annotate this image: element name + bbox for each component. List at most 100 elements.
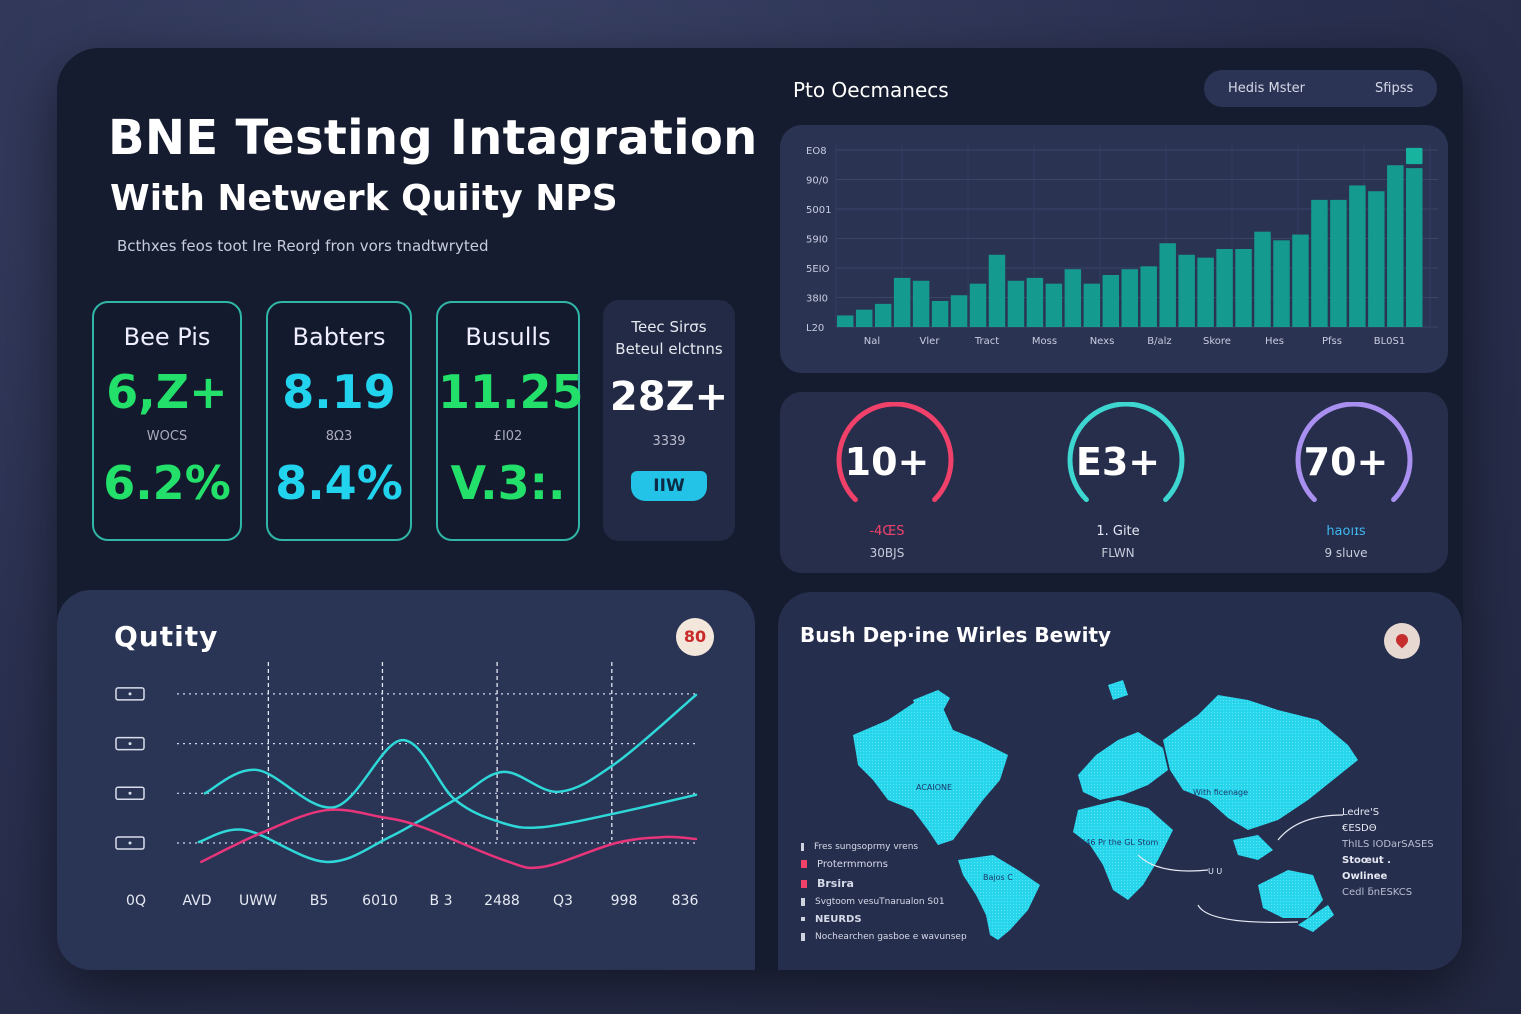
x-tick-label: 0Q (126, 893, 146, 909)
legend-item: Fres sungsoprmy vrens (801, 842, 967, 852)
bar-chart: EO8 90/0 5001 59I0 5EIO 38I0 L20 Nal Vler Tract Mo… (806, 145, 1438, 347)
x-tick-label: Pfss (1322, 336, 1342, 347)
kpi-card-side[interactable]: Teec Sirσs Beteul elctnns 28Z+ 3339 IIW (603, 300, 735, 541)
kpi-side-badge: IIW (631, 471, 707, 501)
bar (1102, 275, 1120, 327)
kpi-value: 8.19 (282, 365, 396, 419)
bar (893, 277, 911, 327)
bar (950, 295, 968, 327)
gauge-value: 70+ (1303, 440, 1389, 484)
bar (1273, 240, 1290, 327)
bar (988, 254, 1006, 327)
gauge-sublabel: 30BJS (869, 546, 905, 560)
y-tick-label: 90/0 (806, 176, 828, 187)
gauge-sublabel: FLWN (1101, 546, 1135, 560)
y-tick-label: 5001 (806, 205, 831, 216)
bar (874, 303, 892, 327)
kpi-side-label-2: Beteul elctnns (615, 340, 723, 358)
legend-item: NEURDS (801, 914, 967, 925)
y-tick-icon (115, 836, 145, 850)
africa (1073, 800, 1173, 900)
gauge: 10+ -4ŒS 30BJS (825, 401, 965, 560)
legend-item: Cedl ƃnESKCS (1342, 887, 1413, 898)
bar (1140, 266, 1157, 327)
kpi-side-label: Teec Sirσs (631, 318, 707, 336)
bar (1026, 277, 1044, 327)
performance-toggle[interactable]: Hedis Mster Sfipss (1204, 70, 1437, 107)
bar (931, 301, 949, 327)
quality-menu-icon[interactable]: 80 (676, 618, 714, 656)
north-america (853, 700, 1008, 845)
x-tick-label: BL0S1 (1374, 336, 1406, 347)
y-tick-label: 59I0 (806, 235, 828, 246)
bar (1368, 191, 1385, 327)
gauge-label: 1. Gite (1096, 524, 1140, 539)
kpi-card[interactable]: Busulls 11.25 £I02 V.3:. (436, 301, 584, 541)
gauge: E3+ 1. Gite FLWN (1056, 401, 1196, 560)
bar (1083, 283, 1101, 327)
kpi-card[interactable]: Babters 8.19 8Ω3 8.4% (266, 301, 412, 541)
bar (1330, 199, 1347, 327)
bar (855, 309, 873, 327)
bar (1406, 168, 1423, 327)
x-tick-label: Moss (1032, 336, 1057, 347)
kpi-value-secondary: V.3:. (450, 456, 566, 510)
y-tick-label: L20 (806, 323, 824, 334)
australia (1258, 870, 1323, 918)
bar (1292, 234, 1309, 327)
bar (1311, 199, 1328, 327)
kpi-label: Busulls (465, 323, 551, 351)
map-left-legend: Fres sungsoprmy vrens Protermmorns Brsir… (801, 842, 967, 942)
map-label: ACAIONE (916, 783, 952, 792)
legend-item: Brsira (801, 877, 967, 890)
map-pin-icon[interactable] (1384, 623, 1420, 659)
bar (1254, 231, 1271, 327)
gauge-sublabel: 9 sluve (1324, 546, 1368, 560)
x-tick-label: Nal (864, 336, 880, 347)
kpi-value: 11.25 (438, 365, 584, 419)
y-tick-icon (115, 687, 145, 701)
legend-item: ThILS IODarSASES (1342, 839, 1434, 850)
y-tick-icon (115, 786, 145, 801)
world-map[interactable]: ACAIONE Bajos C 2i46 Pr the GL Stom With… (778, 660, 1462, 960)
y-tick-icon (115, 736, 145, 751)
quality-line-chart: 0Q AVD UWW B5 6010 B 3 2488 Q3 998 836 (115, 662, 699, 909)
x-tick-label: B 3 (430, 893, 453, 909)
page-title: BNE Testing Intagration (108, 110, 758, 166)
legend-item: Owlinee (1342, 871, 1388, 882)
y-tick-label: EO8 (806, 146, 827, 157)
bar (1045, 283, 1063, 327)
gauge-arc (1067, 401, 1185, 503)
map-label: Bajos C (983, 873, 1013, 882)
x-tick-label: Hes (1265, 336, 1284, 347)
legend-item: Svgtoom vesuTnarualon S01 (801, 897, 967, 907)
page-description: Bcthxes feos toot Ire Reorḑ fron vors tn… (117, 237, 489, 255)
kpi-label: Bee Pis (123, 323, 211, 351)
x-tick-label: 2488 (484, 893, 520, 909)
toggle-option[interactable]: Hedis Mster (1228, 81, 1305, 96)
gauge-label: haoıɪs (1326, 524, 1366, 539)
kpi-value-secondary: 8.4% (275, 456, 403, 510)
toggle-option[interactable]: Sfipss (1375, 81, 1414, 96)
kpi-sub: £I02 (493, 429, 523, 444)
x-tick-label: Q3 (553, 893, 573, 909)
page-subtitle: With Netwerk Quiity NPS (110, 178, 618, 219)
gauge-card: 10+ -4ŒS 30BJS E3+ 1. Gite FLWN 70+ haoı… (780, 392, 1448, 573)
gauge: 70+ haoıɪs 9 sluve (1284, 401, 1424, 560)
map-callout: U U (1208, 867, 1222, 876)
y-tick-icon-dot (128, 791, 132, 795)
gauge-ring (1295, 401, 1413, 503)
kpi-sub: WOCS (146, 429, 188, 444)
bar (1007, 280, 1025, 327)
x-tick-label: UWW (239, 893, 277, 909)
y-tick-icon-dot (128, 692, 132, 696)
x-tick-label: 836 (672, 893, 699, 909)
y-tick-label: 38I0 (806, 294, 828, 305)
kpi-card[interactable]: Bee Pis 6,Z+ WOCS 6.2% (92, 301, 242, 541)
quality-card (57, 590, 755, 970)
map-right-legend: Ledre'S €ESDΘ ThILS IODarSASES Stoœut . … (1342, 805, 1434, 901)
kpi-side-value: 28Z+ (609, 374, 729, 420)
gauge-value: 10+ (844, 440, 930, 484)
kpi-value-secondary: 6.2% (103, 456, 231, 510)
bar (1178, 254, 1195, 327)
